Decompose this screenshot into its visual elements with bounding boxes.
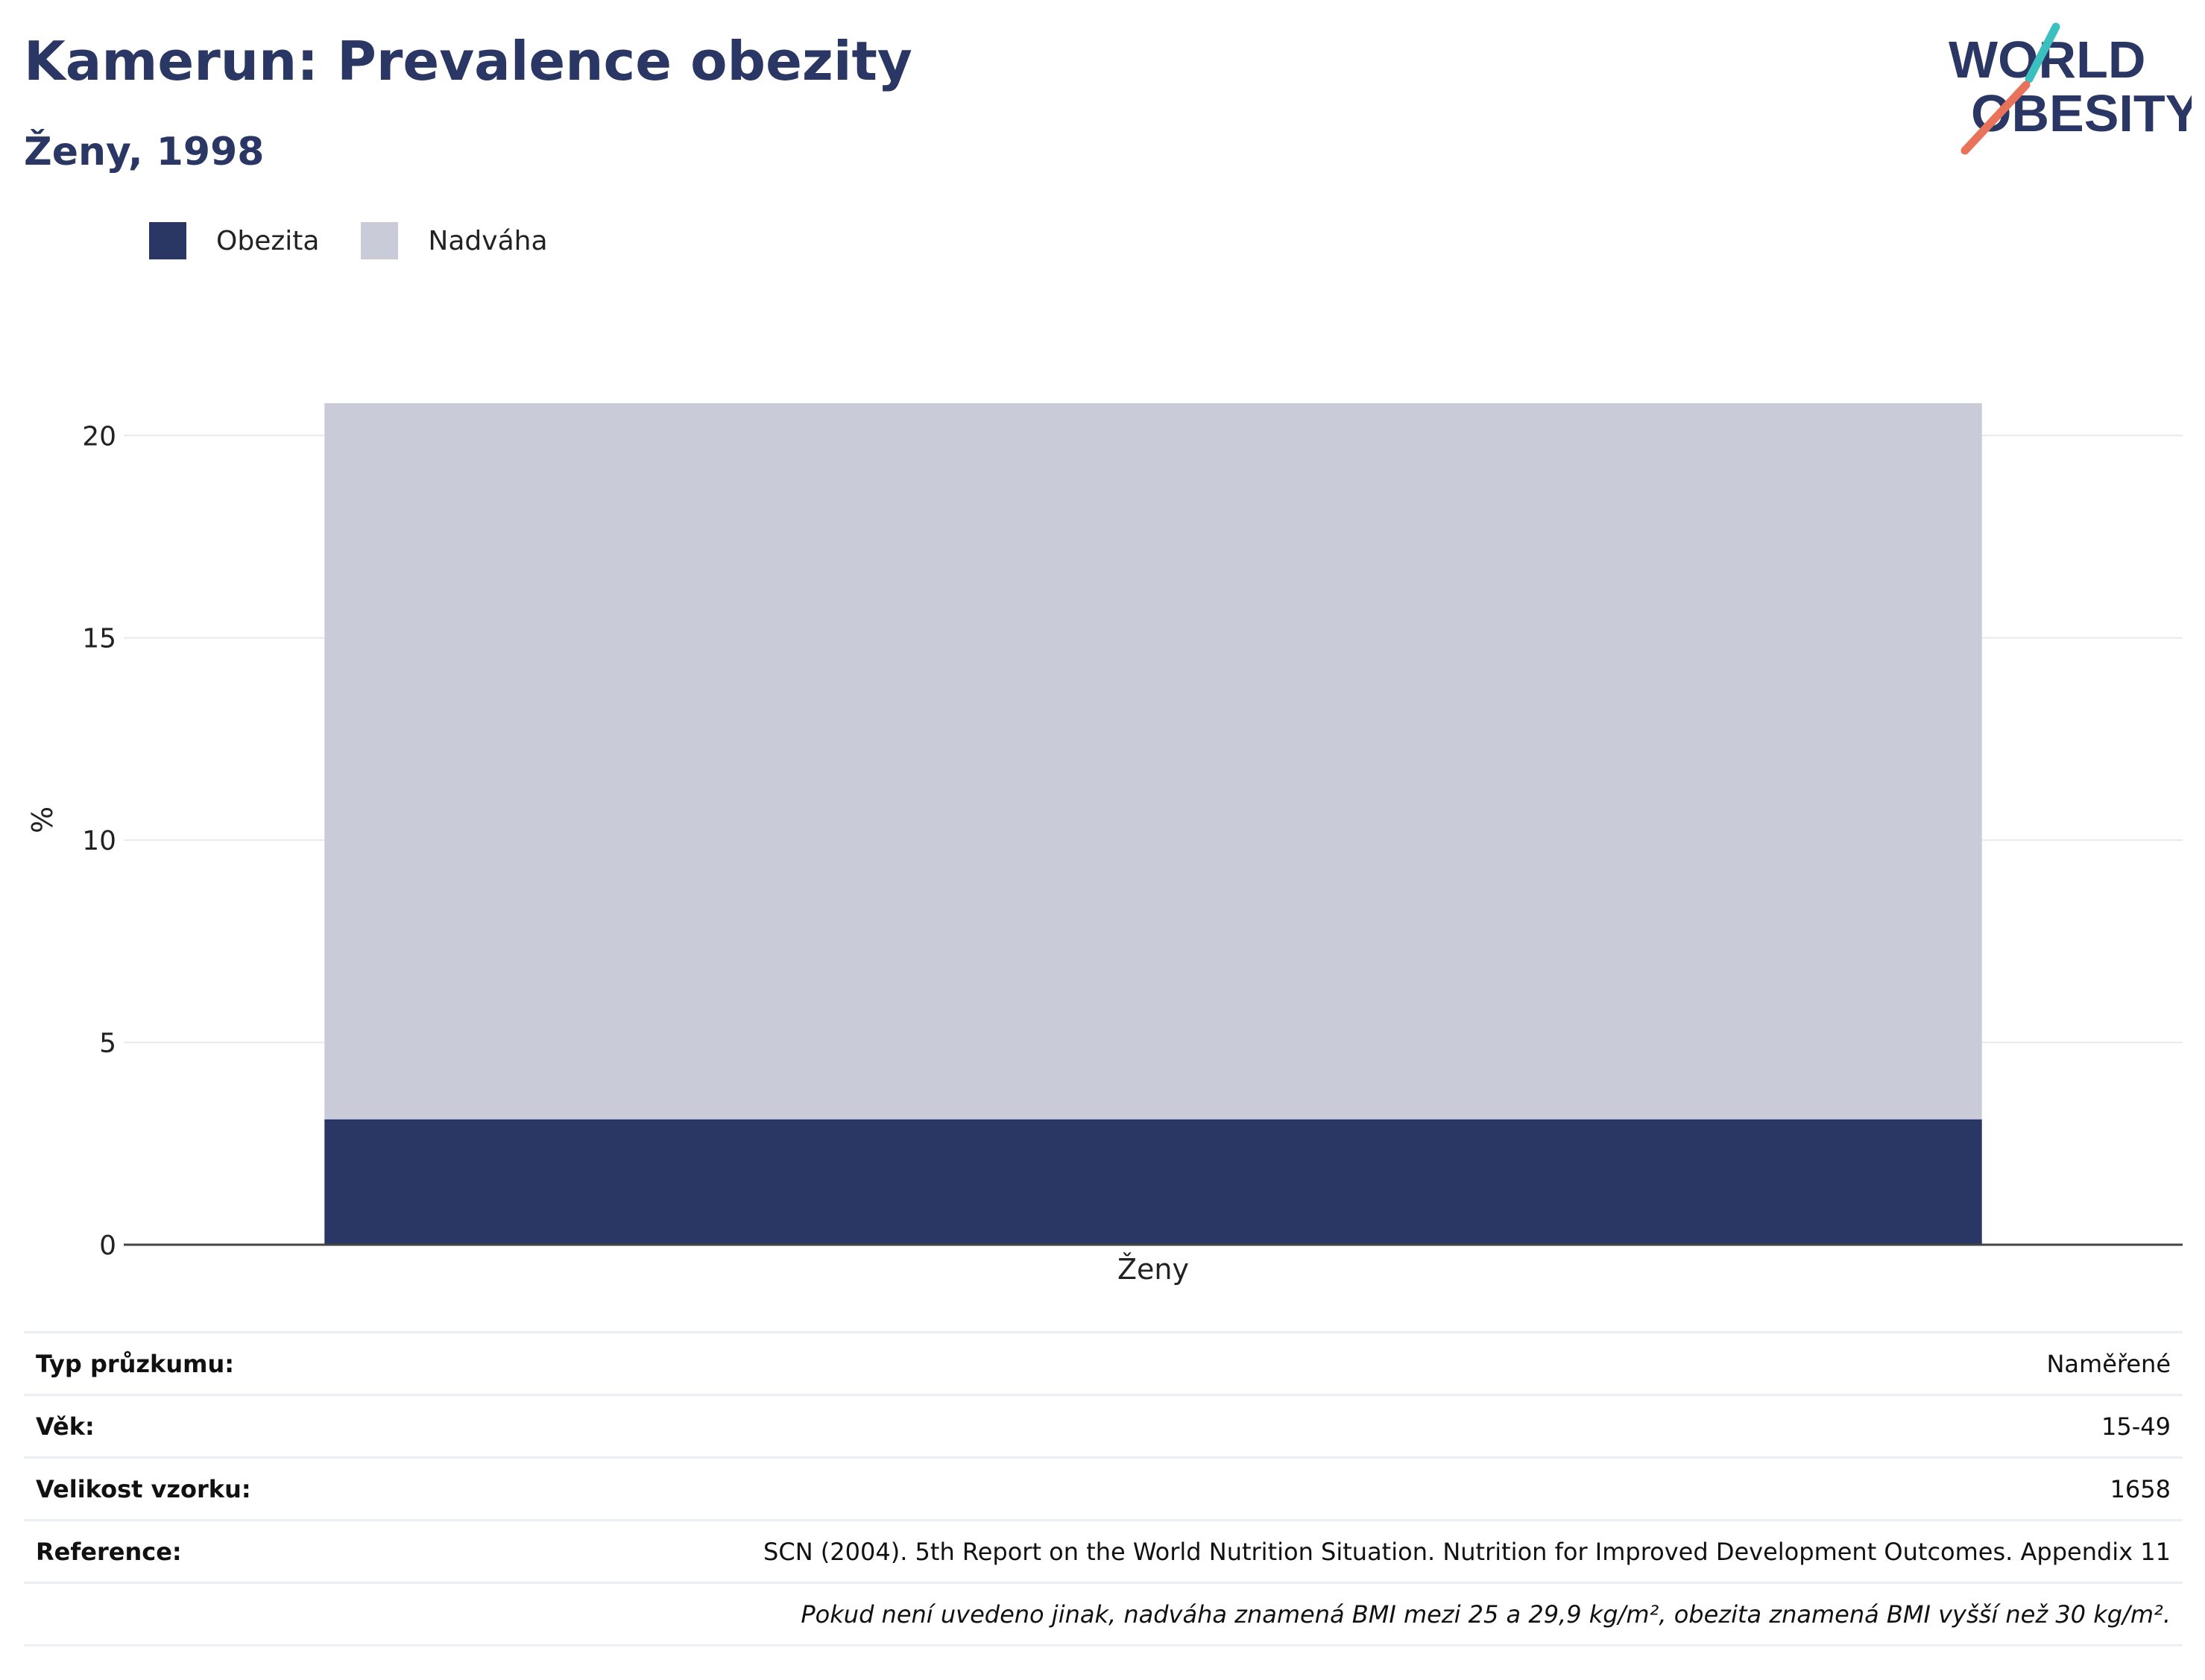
info-row-survey-type: Typ průzkumu: Naměřené xyxy=(24,1331,2183,1395)
chart-subtitle: Ženy, 1998 xyxy=(24,130,265,174)
y-tick-label: 0 xyxy=(99,1231,116,1261)
legend-swatch-obezita xyxy=(149,222,186,259)
info-key-survey-type: Typ průzkumu: xyxy=(24,1331,333,1395)
logo-slash-coral xyxy=(1960,80,2031,155)
chart-title: Kamerun: Prevalence obezity xyxy=(24,30,912,92)
world-obesity-logo: WORLD OBESITY xyxy=(1949,22,2192,155)
y-tick-label: 20 xyxy=(82,421,116,452)
info-value-sample-size: 1658 xyxy=(332,1456,2183,1520)
logo-slash-teal xyxy=(2025,22,2060,83)
bars xyxy=(324,402,1982,1245)
info-key-sample-size: Velikost vzorku: xyxy=(24,1456,333,1520)
info-value-age: 15-49 xyxy=(332,1394,2183,1458)
legend-swatch-nadvaha xyxy=(361,222,399,259)
logo-text-obesity: OBESITY xyxy=(1971,84,2192,142)
legend-label-obezita: Obezita xyxy=(216,225,320,256)
legend-item-obezita[interactable]: Obezita xyxy=(149,222,319,259)
x-tick-label: Ženy xyxy=(1117,1253,1189,1286)
info-key-reference: Reference: xyxy=(24,1519,333,1583)
axes: 0 5 10 15 20 Ženy% xyxy=(26,421,2183,1286)
info-row-age: Věk: 15-49 xyxy=(24,1394,2183,1458)
legend-item-nadvaha[interactable]: Nadváha xyxy=(361,222,548,259)
bar-nadvaha[interactable] xyxy=(324,402,1982,1120)
footnote: Pokud není uvedeno jinak, nadváha znamen… xyxy=(24,1582,2183,1646)
info-row-footnote: Pokud není uvedeno jinak, nadváha znamen… xyxy=(24,1582,2183,1646)
info-row-reference: Reference: SCN (2004). 5th Report on the… xyxy=(24,1519,2183,1583)
y-tick-label: 10 xyxy=(82,826,116,856)
legend: Obezita Nadváha xyxy=(149,221,590,261)
y-tick-label: 15 xyxy=(82,624,116,654)
y-tick-label: 5 xyxy=(99,1029,116,1059)
legend-label-nadvaha: Nadváha xyxy=(428,225,548,256)
info-key-age: Věk: xyxy=(24,1394,333,1458)
info-value-survey-type: Naměřené xyxy=(332,1331,2183,1395)
info-row-sample-size: Velikost vzorku: 1658 xyxy=(24,1456,2183,1520)
info-value-reference: SCN (2004). 5th Report on the World Nutr… xyxy=(332,1519,2183,1583)
y-axis-label: % xyxy=(26,806,59,833)
bar-chart: 0 5 10 15 20 Ženy% xyxy=(26,402,2183,1286)
bar-obezita[interactable] xyxy=(324,1119,1982,1245)
survey-info-table: Typ průzkumu: Naměřené Věk: 15-49 Veliko… xyxy=(24,1331,2183,1646)
